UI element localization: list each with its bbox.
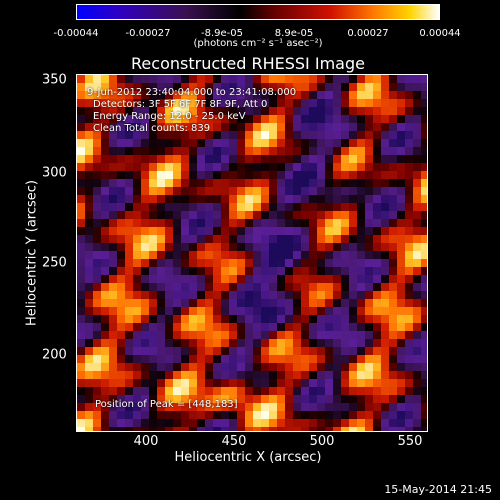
x-tick-label: 400	[133, 434, 159, 449]
rhessi-image: 9-Jun-2012 23:40:04.000 to 23:41:08.000 …	[76, 74, 428, 432]
y-tick-label: 300	[42, 165, 67, 181]
colorbar-tick: 0.00027	[347, 28, 389, 39]
y-tick-label: 200	[42, 347, 67, 363]
image-heatmap	[77, 75, 427, 431]
x-tick-label: 450	[221, 434, 247, 449]
colorbar-tick: 0.00044	[419, 28, 461, 39]
colorbar-tick: -0.00027	[125, 28, 171, 39]
x-tick-label: 550	[397, 434, 423, 449]
clean-counts-label: Clean Total counts: 839	[93, 123, 211, 134]
energy-range-label: Energy Range: 12.0 - 25.0 keV	[93, 111, 246, 122]
colorbar-tick: -8.9e-05	[201, 28, 243, 39]
colorbar-unit-label: (photons cm⁻² s⁻¹ asec⁻²)	[193, 38, 323, 49]
x-tick-label: 500	[309, 434, 335, 449]
y-tick-label: 250	[42, 255, 67, 271]
colorbar-tick: -0.00044	[53, 28, 99, 39]
time-range-label: 9-Jun-2012 23:40:04.000 to 23:41:08.000	[87, 87, 297, 98]
y-tick-label: 350	[42, 72, 67, 88]
plot-title: Reconstructed RHESSI Image	[131, 54, 365, 73]
detectors-label: Detectors: 3F 5F 6F 7F 8F 9F, Att 0	[93, 99, 268, 110]
timestamp: 15-May-2014 21:45	[384, 483, 492, 496]
x-axis-label: Heliocentric X (arcsec)	[174, 450, 322, 465]
y-axis-label: Heliocentric Y (arcsec)	[24, 180, 40, 326]
colorbar-tick: 8.9e-05	[274, 28, 314, 39]
colorbar	[76, 4, 440, 20]
peak-position-label: Position of Peak = [448,183]	[95, 399, 238, 410]
